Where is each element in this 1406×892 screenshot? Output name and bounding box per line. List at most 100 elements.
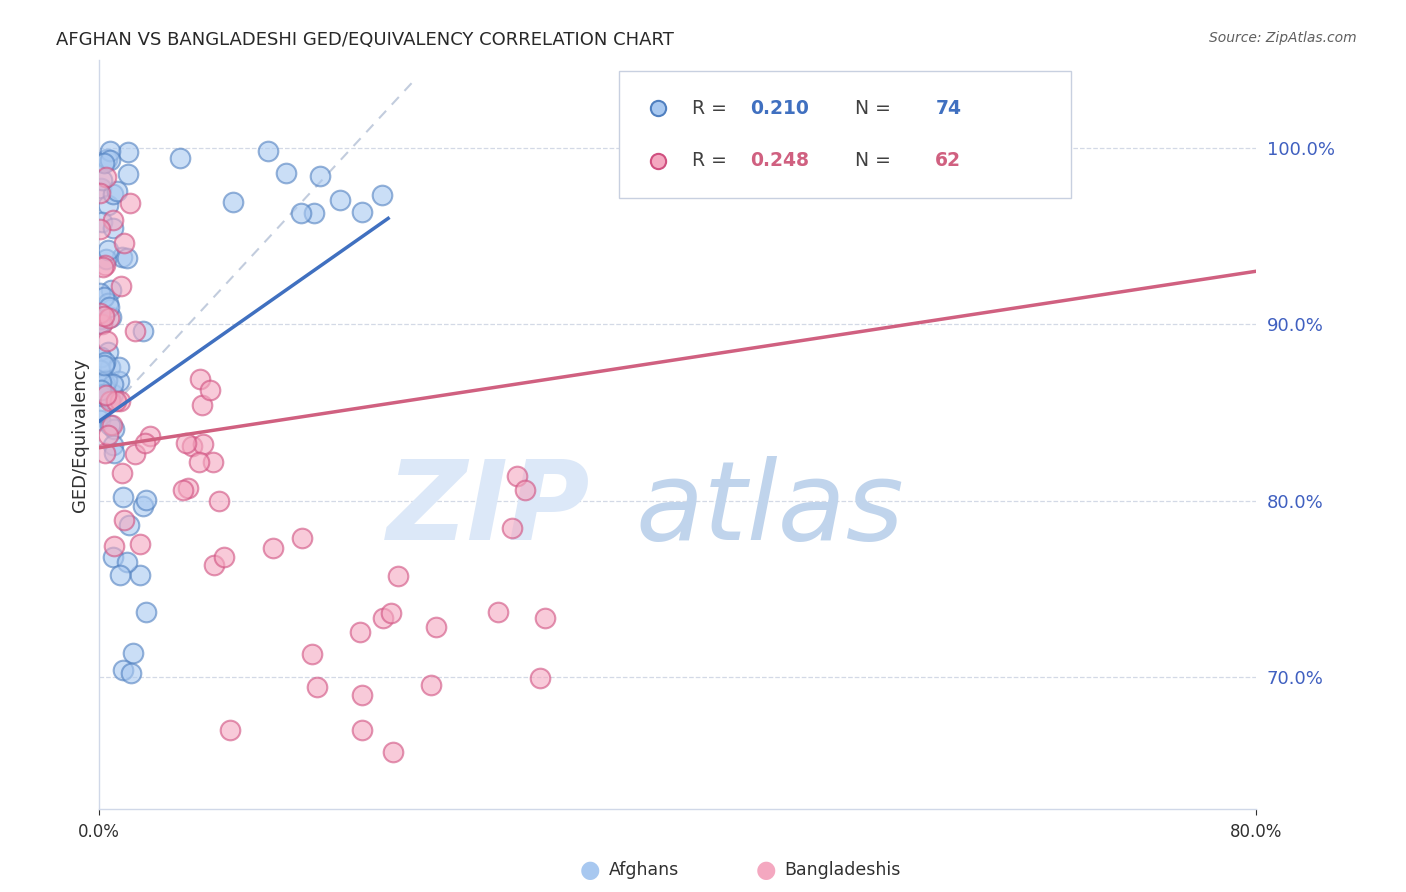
Point — [349, 624, 371, 639]
Point — [94, 382, 117, 396]
Point — [132, 499, 155, 513]
Point — [301, 647, 323, 661]
Point — [97, 295, 120, 310]
Point — [513, 483, 536, 497]
Point — [103, 422, 125, 436]
Text: N =: N = — [842, 152, 897, 170]
Point — [352, 688, 374, 702]
Point — [94, 355, 117, 369]
Point — [174, 436, 197, 450]
Point — [112, 512, 135, 526]
FancyBboxPatch shape — [620, 70, 1070, 198]
Point — [93, 358, 115, 372]
Point — [112, 236, 135, 251]
Point — [529, 671, 551, 685]
Point — [117, 555, 139, 569]
Point — [89, 413, 111, 427]
Point — [352, 723, 374, 738]
Point — [134, 436, 156, 450]
Point — [94, 259, 117, 273]
Text: 74: 74 — [935, 99, 962, 118]
Point — [90, 181, 112, 195]
Point — [93, 386, 115, 401]
Point — [90, 311, 112, 326]
Point — [97, 243, 120, 257]
Point — [501, 521, 523, 535]
Point — [96, 373, 118, 387]
Point — [222, 194, 245, 209]
Point — [101, 550, 124, 565]
Point — [98, 393, 121, 408]
Point — [198, 383, 221, 397]
Point — [111, 467, 134, 481]
Point — [98, 153, 121, 168]
Point — [91, 260, 114, 274]
Point — [94, 446, 117, 460]
Point — [132, 324, 155, 338]
Point — [90, 375, 112, 389]
Text: Source: ZipAtlas.com: Source: ZipAtlas.com — [1209, 31, 1357, 45]
Point — [291, 531, 314, 545]
Point — [124, 447, 146, 461]
Point — [91, 173, 114, 187]
Point — [302, 205, 325, 219]
Point — [96, 152, 118, 166]
Point — [93, 290, 115, 304]
Point — [262, 541, 284, 556]
Point — [91, 317, 114, 331]
Point — [135, 493, 157, 508]
Point — [90, 383, 112, 397]
Point — [169, 151, 191, 165]
Point — [89, 285, 111, 300]
Point — [420, 678, 443, 692]
Point — [96, 334, 118, 348]
Point — [93, 310, 115, 324]
Text: R =: R = — [692, 152, 734, 170]
Point — [90, 318, 112, 332]
Point — [89, 221, 111, 235]
Point — [111, 663, 134, 677]
Point — [124, 324, 146, 338]
Point — [100, 310, 122, 324]
Point — [138, 429, 160, 443]
Text: N =: N = — [842, 99, 897, 118]
Point — [110, 279, 132, 293]
Point — [290, 206, 312, 220]
Point — [101, 220, 124, 235]
Point — [181, 439, 204, 453]
Point — [98, 359, 121, 374]
Point — [117, 167, 139, 181]
Point — [111, 490, 134, 504]
Point — [382, 745, 405, 759]
Point — [94, 377, 117, 392]
Text: AFGHAN VS BANGLADESHI GED/EQUIVALENCY CORRELATION CHART: AFGHAN VS BANGLADESHI GED/EQUIVALENCY CO… — [56, 31, 673, 49]
Point — [191, 398, 214, 412]
Point — [89, 405, 111, 419]
Point — [191, 437, 214, 451]
Point — [96, 252, 118, 267]
Point — [208, 494, 231, 508]
Point — [103, 437, 125, 451]
Point — [97, 344, 120, 359]
Point — [115, 252, 138, 266]
Point — [94, 169, 117, 184]
Point — [202, 455, 225, 469]
Point — [329, 193, 352, 207]
Point — [89, 305, 111, 319]
Point — [89, 316, 111, 330]
Y-axis label: GED/Equivalency: GED/Equivalency — [72, 358, 89, 512]
Point — [202, 558, 225, 572]
Point — [101, 386, 124, 401]
Point — [172, 483, 194, 497]
Point — [135, 605, 157, 619]
Point — [534, 610, 557, 624]
Point — [350, 204, 373, 219]
Point — [98, 417, 121, 432]
Text: Afghans: Afghans — [609, 861, 679, 879]
Point — [188, 372, 211, 386]
Point — [93, 156, 115, 170]
Point — [107, 359, 129, 374]
Point — [121, 646, 143, 660]
Point — [129, 537, 152, 551]
Point — [91, 215, 114, 229]
